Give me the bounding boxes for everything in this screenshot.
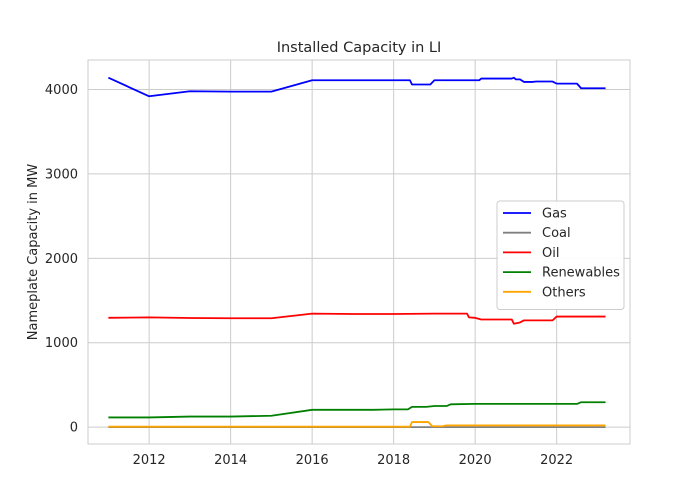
x-tick-label: 2022	[540, 453, 573, 468]
tick-labels: 2012 2014 2016 2018 2020 2022 0 1000 2000 3000 400…	[45, 83, 573, 468]
series-line-others	[108, 421, 606, 428]
x-tick-label: 2020	[459, 453, 492, 468]
legend-label-oil: Oil	[542, 246, 559, 261]
x-tick-label: 2016	[296, 453, 329, 468]
y-tick-label: 2000	[45, 252, 78, 267]
legend-label-renewables: Renewables	[542, 266, 620, 281]
x-tick-label: 2012	[133, 453, 166, 468]
y-tick-label: 0	[70, 421, 78, 436]
series-line-renewables	[108, 401, 606, 419]
series-line-gas	[108, 76, 606, 98]
chart-title: Installed Capacity in LI	[277, 40, 442, 56]
legend-label-coal: Coal	[542, 226, 571, 241]
plot-frame	[87, 59, 631, 445]
y-tick-label: 4000	[45, 83, 78, 98]
y-axis-title: Nameplate Capacity in MW	[26, 164, 41, 341]
x-tick-label: 2018	[377, 453, 410, 468]
series-line-oil	[108, 312, 606, 325]
legend-label-others: Others	[542, 285, 586, 300]
legend-box	[496, 200, 625, 310]
legend-label-gas: Gas	[542, 207, 567, 222]
x-tick-label: 2014	[214, 453, 247, 468]
legend: Gas Coal Oil Renewables Others	[496, 200, 625, 310]
y-tick-label: 1000	[45, 336, 78, 351]
y-tick-label: 3000	[45, 167, 78, 182]
series-lines	[108, 76, 606, 429]
